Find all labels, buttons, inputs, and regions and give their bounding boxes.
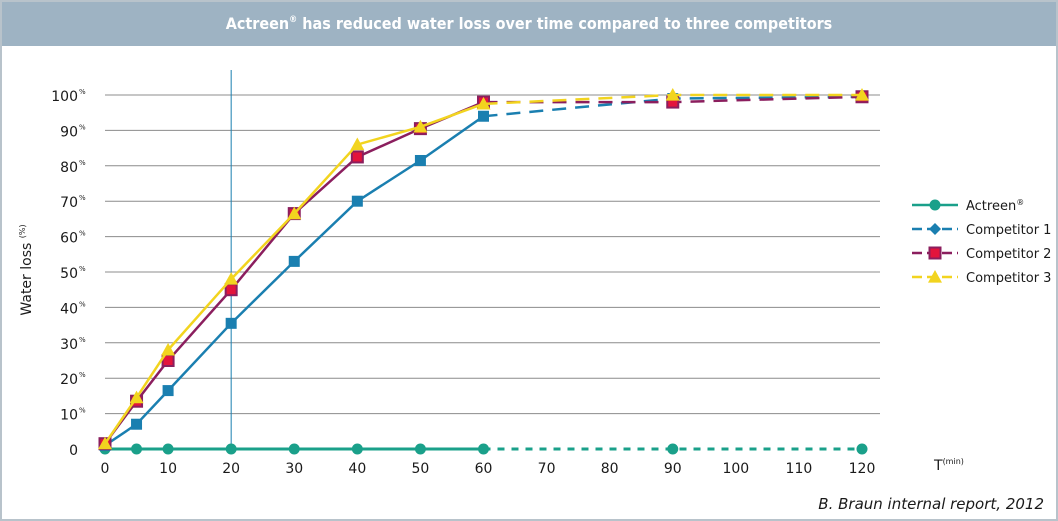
data-point [287,206,302,220]
series-line-solid [103,100,484,445]
y-tick-unit: % [79,88,86,96]
x-tick-label: 30 [285,461,303,477]
data-point [350,150,364,164]
series-competitor-2 [98,90,869,451]
x-tick-label: 70 [538,461,556,477]
data-point [162,443,174,455]
data-point [665,88,680,101]
legend-item: Competitor 3 [912,270,1051,286]
x-tick-label: 100 [722,461,749,477]
data-point [476,96,491,110]
source-note: B. Braun internal report, 2012 [818,495,1044,513]
y-tick-unit: % [79,123,86,131]
y-tick-label: 40 [60,301,78,317]
y-tick-unit: % [79,194,86,202]
data-point [351,443,363,455]
y-tick-label: 10 [60,408,78,424]
title-bar: Actreen® has reduced water loss over tim… [2,2,1056,46]
data-point [478,443,489,455]
legend-item: Actreen® [912,198,1024,214]
y-tick-label: 60 [60,231,78,247]
y-tick-label: 80 [60,160,78,176]
series-actreen [99,443,868,455]
registered-mark: ® [289,15,298,25]
data-point [131,443,143,455]
x-tick-label: 20 [222,461,240,477]
y-tick-unit: % [79,371,86,379]
x-tick-label: 40 [348,461,366,477]
data-point [162,385,174,397]
grid [105,94,880,415]
data-point [413,119,428,133]
chart-title: Actreen® has reduced water loss over tim… [2,2,1056,46]
legend-label: Competitor 2 [966,247,1051,262]
x-tick-label: 60 [475,461,493,477]
series-competitor-3 [98,88,869,450]
legend-marker [928,270,942,283]
data-point [224,272,239,285]
data-point [129,390,144,404]
data-point [667,443,679,455]
y-tick-label: 100 [51,89,78,105]
series-group [98,88,869,455]
data-point [225,317,237,329]
x-tick-label: 110 [786,461,813,477]
y-tick-unit: % [79,230,86,238]
y-tick-label: 70 [60,195,78,211]
data-point [131,418,143,430]
x-tick-label: 10 [159,461,177,477]
data-point [288,443,300,455]
data-point [98,436,112,450]
legend-label: Competitor 3 [966,271,1051,286]
data-point [351,195,363,207]
series-line-solid [103,102,484,445]
y-tick-label: 0 [69,443,78,459]
y-tick-label: 30 [60,337,78,353]
legend: Actreen® Competitor 1 Competitor 2 Competit… [912,198,1051,286]
y-tick-unit: % [79,265,86,273]
data-point [161,342,176,356]
x-tick-label: 80 [601,461,619,477]
legend-marker [929,199,941,211]
y-axis-ticks: 010 %20 %30 %40 %50 %60 %70 %80 %90 %100% [51,88,86,459]
legend-label: Competitor 1 [966,223,1051,238]
x-axis-ticks: 0 10 20 30 40 50 60 70 80 90 100 110 120 [101,461,876,477]
data-point [478,110,489,122]
chart-title-suffix: has reduced water loss over time compare… [297,14,833,33]
x-axis-label: T(min) [933,457,964,474]
legend-item: Competitor 2 [912,246,1051,262]
legend-item: Competitor 1 [912,223,1051,238]
legend-marker [929,223,941,235]
series-competitor-1 [99,91,868,451]
y-axis-label: Water loss (%) [18,224,35,315]
y-tick-unit: % [79,300,86,308]
x-tick-label: 0 [101,461,110,477]
data-point [350,137,365,151]
y-tick-label: 90 [60,124,78,140]
y-tick-label: 20 [60,372,78,388]
legend-label: Actreen® [966,198,1024,214]
data-point [856,443,868,455]
data-point [414,443,426,455]
y-tick-unit: % [79,336,86,344]
chart-title-prefix: Actreen [225,14,290,33]
axis-labels: Water loss (%) T(min) [18,224,964,474]
data-point [288,255,300,267]
y-tick-label: 50 [60,266,78,282]
x-tick-label: 120 [849,461,876,477]
series-line-solid [104,115,485,447]
y-tick-unit: % [79,159,86,167]
legend-marker [928,246,942,260]
data-point [224,283,238,297]
data-point [414,154,426,166]
x-tick-label: 50 [412,461,430,477]
y-tick-unit: % [79,407,86,415]
x-tick-label: 90 [664,461,682,477]
data-point [225,443,237,455]
data-point [855,88,869,101]
